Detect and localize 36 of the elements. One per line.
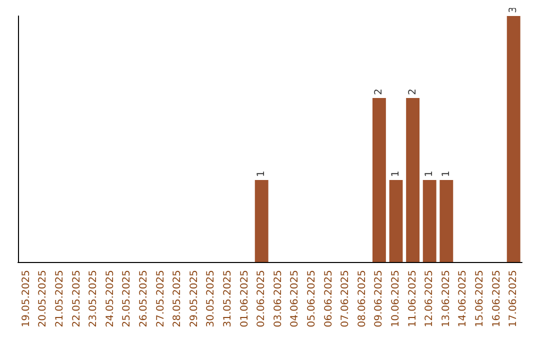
x-tick-label: 15.06.2025 [474, 270, 486, 328]
x-tick-label: 05.06.2025 [306, 270, 318, 328]
x-tick-label: 28.05.2025 [172, 270, 184, 328]
data-label: 1 [440, 170, 452, 177]
x-tick-label: 17.06.2025 [508, 270, 520, 328]
x-tick-label: 30.05.2025 [206, 270, 217, 328]
x-tick-label: 03.06.2025 [272, 270, 284, 328]
x-tick-label: 23.05.2025 [88, 270, 100, 328]
data-label: 2 [407, 88, 418, 95]
x-tick-label: 01.06.2025 [239, 270, 250, 328]
x-tick-label: 16.06.2025 [491, 270, 502, 328]
x-tick-label: 09.06.2025 [374, 270, 385, 328]
x-tick-label: 20.05.2025 [38, 270, 49, 328]
x-tick-label: 27.05.2025 [155, 270, 166, 328]
x-tick-label: 24.05.2025 [104, 270, 116, 328]
x-tick-label: 12.06.2025 [424, 270, 436, 328]
x-tick-label: 22.05.2025 [71, 270, 82, 328]
data-label: 1 [390, 170, 402, 177]
x-tick-label: 26.05.2025 [138, 270, 150, 328]
x-tick-label: 14.06.2025 [458, 270, 469, 328]
data-label: 1 [424, 170, 436, 177]
x-tick-label: 06.06.2025 [323, 270, 334, 328]
x-tick-label: 21.05.2025 [54, 270, 66, 328]
data-label: 1 [256, 170, 268, 177]
data-label: 2 [374, 88, 385, 95]
x-tick-label: 08.06.2025 [356, 270, 368, 328]
x-tick-label: 25.05.2025 [122, 270, 133, 328]
x-tick-label: 04.06.2025 [290, 270, 301, 328]
x-tick-label: 19.05.2025 [20, 270, 32, 328]
x-tick-label: 02.06.2025 [256, 270, 268, 328]
x-tick-label: 13.06.2025 [440, 270, 452, 328]
x-tick-label: 11.06.2025 [407, 270, 418, 328]
x-tick-label: 29.05.2025 [188, 270, 200, 328]
x-tick-label: 07.06.2025 [340, 270, 352, 328]
x-tick-label: 31.05.2025 [222, 270, 234, 328]
x-tick-label: 10.06.2025 [390, 270, 402, 328]
